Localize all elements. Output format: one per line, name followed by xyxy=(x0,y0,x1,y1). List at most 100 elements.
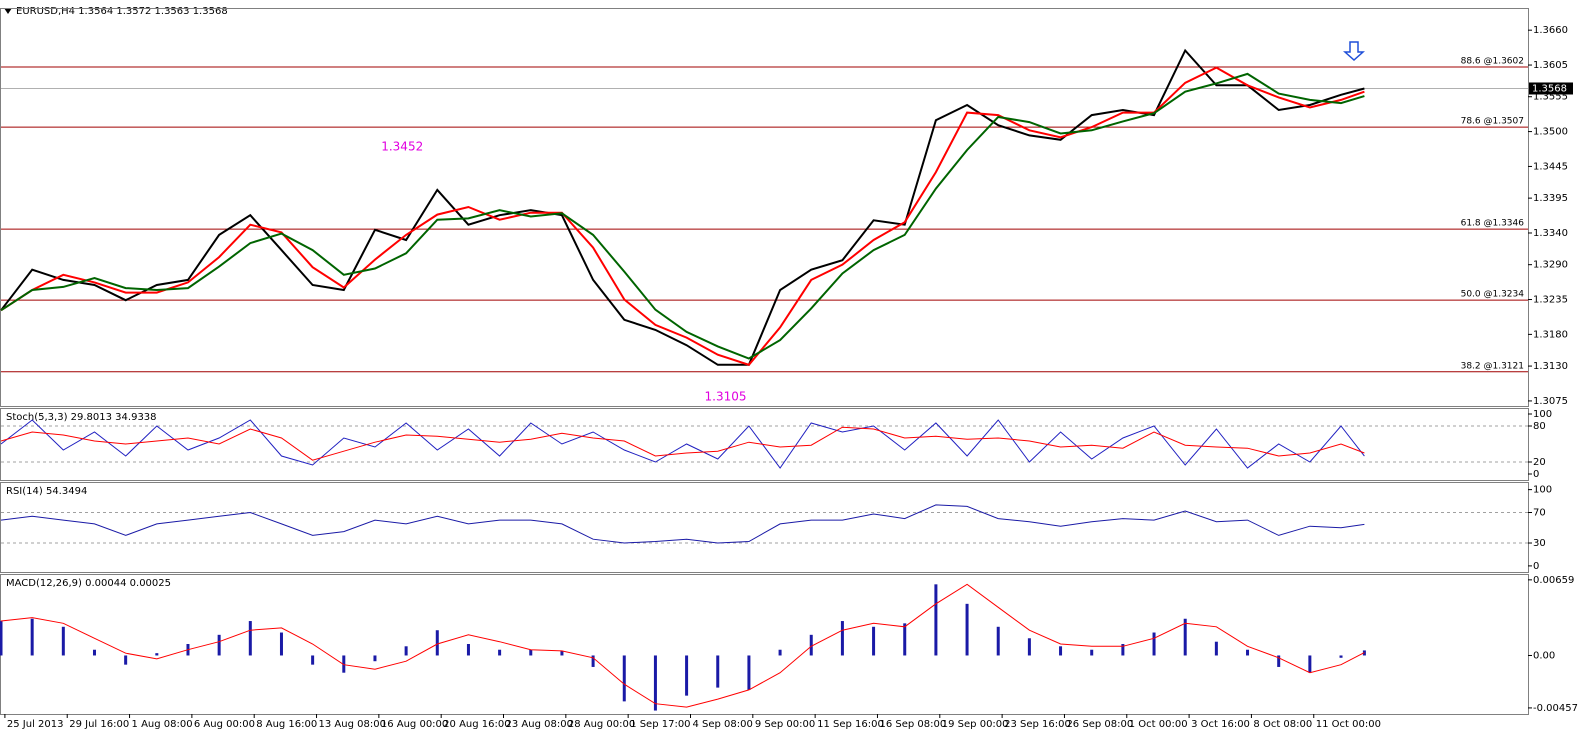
x-tick-label: 11 Sep 16:00 xyxy=(817,719,884,730)
x-tick-label: 13 Aug 08:00 xyxy=(319,719,386,730)
histogram-bar xyxy=(1027,638,1031,656)
histogram-bar xyxy=(622,655,626,702)
y-tick-label: 0 xyxy=(1533,561,1539,572)
histogram-bar xyxy=(1246,649,1250,656)
annotation: 1.3452 xyxy=(381,140,423,154)
y-tick-label: 1.3290 xyxy=(1533,260,1568,271)
series-line xyxy=(0,426,1365,461)
histogram-bar xyxy=(1121,644,1125,656)
histogram-bar xyxy=(61,626,65,656)
panel-frame xyxy=(0,482,1529,573)
histogram-bar xyxy=(0,621,3,656)
y-tick-label: 1.3075 xyxy=(1533,396,1568,407)
fib-label: 50.0 @1.3234 xyxy=(1461,290,1525,300)
x-tick-label: 20 Aug 16:00 xyxy=(443,719,510,730)
y-tick-label: 1.3395 xyxy=(1533,193,1568,204)
y-tick-label: 1.3555 xyxy=(1533,92,1568,103)
histogram-bar xyxy=(1059,646,1063,656)
panel-title: Stoch(5,3,3) 29.8013 34.9338 xyxy=(6,412,157,423)
histogram-bar xyxy=(996,626,1000,656)
y-tick-label: 1.3605 xyxy=(1533,60,1568,71)
histogram-bar xyxy=(685,655,689,696)
histogram-bar xyxy=(435,630,439,656)
histogram-bar xyxy=(155,653,159,656)
histogram-bar xyxy=(217,634,221,656)
y-tick-label: 0.00 xyxy=(1533,650,1555,661)
series-line xyxy=(0,72,1365,360)
fib-label: 88.6 @1.3602 xyxy=(1461,56,1524,66)
y-tick-label: 100 xyxy=(1533,409,1552,420)
histogram-bar xyxy=(373,655,377,662)
price-label: 1.3568 xyxy=(1532,83,1567,94)
histogram-bar xyxy=(1339,655,1343,658)
chart-title: EURUSD,H4 1.3564 1.3572 1.3563 1.3568 xyxy=(16,6,228,17)
x-tick-label: 1 Oct 00:00 xyxy=(1129,719,1188,730)
y-tick-label: 30 xyxy=(1533,538,1546,549)
histogram-bar xyxy=(30,618,34,656)
histogram-bar xyxy=(311,655,315,665)
y-tick-label: -0.00457 xyxy=(1533,703,1578,714)
histogram-bar xyxy=(560,650,564,656)
histogram-bar xyxy=(1183,618,1187,656)
histogram-bar xyxy=(466,644,470,656)
fib-label: 61.8 @1.3346 xyxy=(1461,219,1525,229)
fib-label: 38.2 @1.3121 xyxy=(1461,361,1524,371)
histogram-bar xyxy=(1152,632,1156,656)
y-tick-label: 1.3445 xyxy=(1533,161,1568,172)
histogram-bar xyxy=(903,623,907,656)
panel-title: MACD(12,26,9) 0.00044 0.00025 xyxy=(6,578,171,589)
y-tick-label: 80 xyxy=(1533,421,1546,432)
histogram-bar xyxy=(279,632,283,656)
histogram-bar xyxy=(809,634,813,656)
y-tick-label: 0 xyxy=(1533,469,1539,480)
symbol-icon xyxy=(4,8,12,14)
y-tick-label: 1.3340 xyxy=(1533,228,1568,239)
series-line xyxy=(0,66,1365,366)
panel-frame xyxy=(0,408,1529,481)
histogram-bar xyxy=(1090,649,1094,656)
histogram-bar xyxy=(716,655,720,688)
x-tick-label: 4 Sep 08:00 xyxy=(692,719,752,730)
y-tick-label: 0.00659 xyxy=(1533,575,1574,586)
histogram-bar xyxy=(248,621,252,656)
x-tick-label: 9 Sep 00:00 xyxy=(755,719,815,730)
histogram-bar xyxy=(498,649,502,656)
y-tick-label: 20 xyxy=(1533,457,1546,468)
histogram-bar xyxy=(965,603,969,656)
y-tick-label: 1.3500 xyxy=(1533,127,1568,138)
series-line xyxy=(0,419,1365,469)
x-tick-label: 23 Sep 16:00 xyxy=(1004,719,1071,730)
y-tick-label: 1.3180 xyxy=(1533,329,1568,340)
histogram-bar xyxy=(342,655,346,673)
series-line xyxy=(0,504,1365,544)
histogram-bar xyxy=(1308,655,1312,673)
x-tick-label: 28 Aug 00:00 xyxy=(568,719,635,730)
arrow-icon xyxy=(1343,41,1365,62)
panel-frame xyxy=(0,8,1529,407)
y-tick-label: 1.3130 xyxy=(1533,361,1568,372)
histogram-bar xyxy=(529,649,533,656)
histogram-bar xyxy=(591,655,595,667)
x-tick-label: 1 Aug 08:00 xyxy=(132,719,193,730)
x-tick-label: 11 Oct 00:00 xyxy=(1316,719,1381,730)
panel-title: RSI(14) 54.3494 xyxy=(6,486,87,497)
histogram-bar xyxy=(92,649,96,656)
x-tick-label: 29 Jul 16:00 xyxy=(69,719,129,730)
y-tick-label: 1.3235 xyxy=(1533,295,1568,306)
x-tick-label: 8 Aug 16:00 xyxy=(256,719,317,730)
x-tick-label: 3 Oct 16:00 xyxy=(1191,719,1250,730)
histogram-bar xyxy=(1214,641,1218,656)
x-tick-label: 1 Sep 17:00 xyxy=(630,719,690,730)
histogram-bar xyxy=(778,649,782,656)
price-box xyxy=(1529,82,1573,95)
histogram-bar xyxy=(1277,655,1281,667)
histogram-bar xyxy=(653,655,657,711)
x-tick-label: 16 Aug 00:00 xyxy=(381,719,448,730)
x-tick-label: 23 Aug 08:00 xyxy=(506,719,573,730)
histogram-bar xyxy=(934,584,938,656)
x-tick-label: 26 Sep 08:00 xyxy=(1066,719,1133,730)
histogram-bar xyxy=(872,626,876,656)
y-tick-label: 100 xyxy=(1533,485,1552,496)
